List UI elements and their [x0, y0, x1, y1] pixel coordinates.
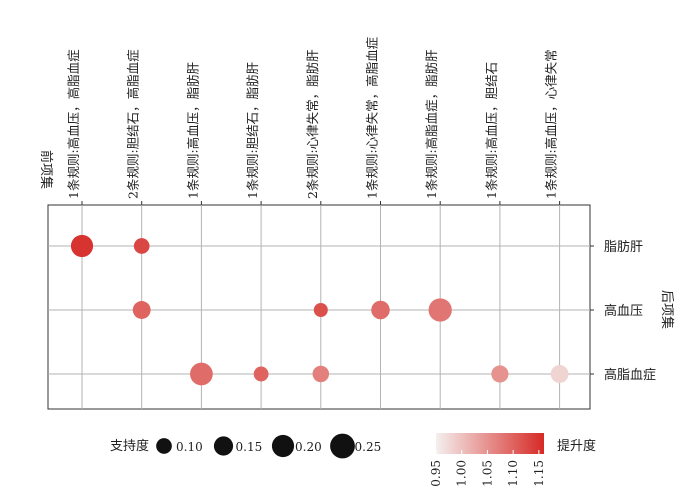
- x-tick-label: 1条规则:高脂血症，脂肪肝: [424, 49, 439, 199]
- y-tick-label: 脂肪肝: [604, 239, 643, 255]
- x-tick-label: 1条规则:胆结石，脂肪肝: [245, 61, 260, 199]
- colorbar-tick-label: 1.15: [532, 460, 546, 487]
- colorbar-tick-label: 1.05: [480, 460, 494, 487]
- x-tick-label: 1条规则:高血压，心律失常: [544, 49, 559, 199]
- bubble-point: [313, 302, 328, 318]
- x-tick-label: 2条规则:胆结石，高脂血症: [126, 49, 141, 199]
- y-axis-title: 后项集: [659, 290, 675, 329]
- colorbar-tick-label: 1.10: [506, 460, 520, 487]
- x-tick-label: 1条规则:高血压，高脂血症: [66, 49, 81, 199]
- size-legend-label: 0.15: [236, 440, 263, 454]
- bubble-point: [190, 362, 213, 386]
- y-tick-label: 高血压: [604, 303, 643, 319]
- bubble-point: [133, 238, 150, 254]
- size-legend-bubble: [271, 434, 295, 458]
- bubble-point: [550, 365, 569, 383]
- size-legend-bubble: [156, 438, 172, 454]
- size-legend-label: 0.20: [295, 440, 322, 454]
- bubble-point: [132, 301, 151, 319]
- colorbar-tick-label: 0.95: [429, 460, 443, 487]
- size-legend-bubble: [213, 436, 234, 456]
- bubble-point: [428, 298, 452, 322]
- size-legend-title: 支持度: [110, 438, 149, 454]
- size-legend-label: 0.10: [176, 440, 203, 454]
- y-tick-label: 高脂血症: [604, 367, 656, 383]
- plot-frame: [47, 204, 591, 410]
- x-axis-title: 前项集: [38, 150, 54, 189]
- bubble-point: [70, 234, 94, 258]
- x-tick-label: 1条规则:高血压，脂肪肝: [185, 61, 200, 199]
- bubble-point: [371, 300, 390, 320]
- lift-colorbar: [436, 433, 544, 454]
- bubble-point: [253, 366, 269, 382]
- color-legend-title: 提升度: [557, 438, 596, 454]
- bubble-point: [491, 365, 509, 383]
- x-tick-label: 1条规则:心律失常，高脂血症: [365, 37, 380, 199]
- bubble-point: [312, 365, 330, 383]
- size-legend-label: 0.25: [355, 440, 382, 454]
- size-legend-bubble: [330, 433, 355, 459]
- x-tick-label: 2条规则:心律失常，脂肪肝: [305, 49, 320, 199]
- x-tick-label: 1条规则:高血压，胆结石: [484, 62, 499, 199]
- colorbar-tick-label: 1.00: [455, 460, 469, 487]
